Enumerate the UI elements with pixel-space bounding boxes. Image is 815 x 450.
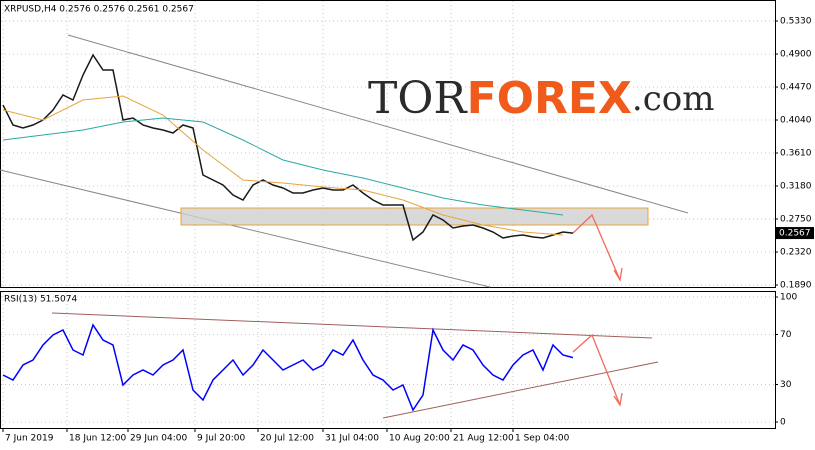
rsi-trend-upper [51, 312, 653, 339]
logo-part: .com [632, 79, 715, 119]
x-tick-label: 9 Jul 20:00 [197, 434, 246, 444]
forecast-arrow [572, 213, 621, 281]
x-tick-label: 1 Sep 04:00 [515, 434, 570, 444]
y-tick-label: 100 [780, 293, 797, 303]
chart-title: XRPUSD,H4 0.2576 0.2576 0.2561 0.2567 [4, 5, 194, 15]
y-tick-label: 0.2320 [780, 248, 812, 258]
x-tick-label: 7 Jun 2019 [5, 434, 54, 444]
arrow-head [613, 392, 623, 407]
moving-average [2, 95, 564, 236]
rsi-forecast-arrow [572, 333, 621, 406]
y-tick-label: 0.4470 [780, 83, 812, 93]
channel-lower [0, 169, 491, 288]
y-tick-label: 0.5330 [780, 17, 812, 27]
logo-part: FOREX [467, 73, 632, 124]
price-tag [776, 227, 814, 240]
logo: TORFOREX.com [368, 73, 714, 125]
arrow-head [613, 267, 623, 282]
y-tick-label: 0.3610 [780, 149, 812, 159]
x-tick-label: 31 Jul 04:00 [325, 434, 379, 444]
annotations [0, 34, 689, 419]
channel-upper [67, 34, 689, 214]
y-tick-label: 0.2750 [780, 215, 812, 225]
y-tick-label: 30 [780, 380, 792, 390]
data-line [2, 53, 574, 242]
x-tick-label: 21 Aug 12:00 [453, 434, 514, 444]
x-tick-label: 10 Aug 20:00 [389, 434, 450, 444]
support-zone [180, 207, 649, 226]
moving-average [2, 117, 564, 216]
price-tag-label: 0.2567 [779, 229, 811, 239]
rsi-trend-lower [382, 361, 659, 419]
logo-part: TOR [368, 73, 468, 124]
y-tick-label: 70 [780, 330, 792, 340]
x-tick-label: 20 Jul 12:00 [260, 434, 314, 444]
x-tick-label: 29 Jun 04:00 [130, 434, 187, 444]
y-tick-label: 0.4040 [780, 116, 812, 126]
data-line [2, 323, 574, 412]
y-tick-label: 0.1890 [780, 281, 812, 291]
y-tick-label: 0 [780, 418, 786, 428]
y-tick-label: 0.3180 [780, 182, 812, 192]
x-tick-label: 18 Jun 12:00 [69, 434, 126, 444]
y-tick-label: 0.4900 [780, 50, 812, 60]
rsi-panel [0, 291, 776, 429]
rsi-title: RSI(13) 51.5074 [4, 295, 77, 305]
price-panel [0, 0, 776, 288]
